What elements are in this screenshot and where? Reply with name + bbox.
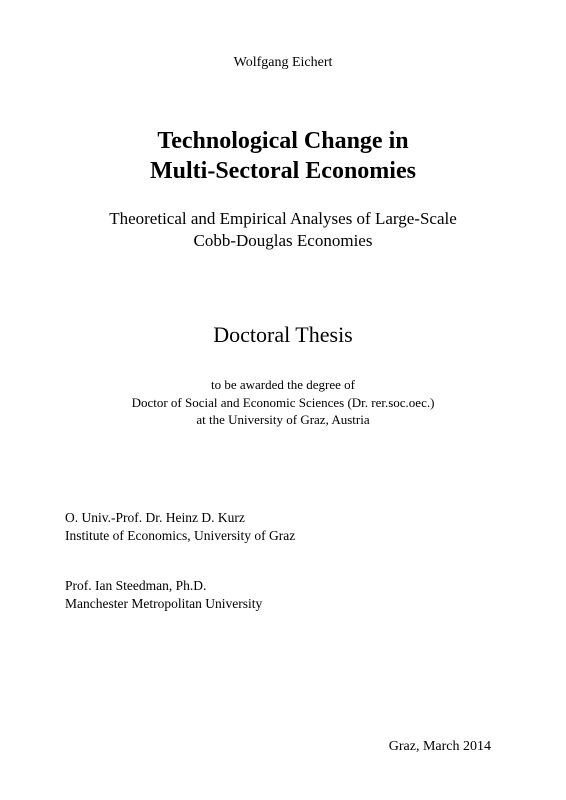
advisor-1: O. Univ.-Prof. Dr. Heinz D. Kurz Institu…	[65, 509, 501, 545]
subtitle: Theoretical and Empirical Analyses of La…	[65, 208, 501, 252]
title-line-2: Multi-Sectoral Economies	[65, 156, 501, 186]
advisor-2-affiliation: Manchester Metropolitan University	[65, 595, 501, 613]
degree-line-2: Doctor of Social and Economic Sciences (…	[65, 394, 501, 412]
thesis-label: Doctoral Thesis	[65, 322, 501, 348]
degree-line-1: to be awarded the degree of	[65, 376, 501, 394]
subtitle-line-2: Cobb-Douglas Economies	[65, 230, 501, 252]
title-line-1: Technological Change in	[65, 126, 501, 156]
degree-line-3: at the University of Graz, Austria	[65, 411, 501, 429]
degree-info: to be awarded the degree of Doctor of So…	[65, 376, 501, 429]
author-name: Wolfgang Eichert	[65, 55, 501, 71]
location-date: Graz, March 2014	[389, 739, 491, 755]
main-title: Technological Change in Multi-Sectoral E…	[65, 126, 501, 186]
advisor-2: Prof. Ian Steedman, Ph.D. Manchester Met…	[65, 577, 501, 613]
advisor-1-affiliation: Institute of Economics, University of Gr…	[65, 527, 501, 545]
advisor-2-name: Prof. Ian Steedman, Ph.D.	[65, 577, 501, 595]
advisor-1-name: O. Univ.-Prof. Dr. Heinz D. Kurz	[65, 509, 501, 527]
subtitle-line-1: Theoretical and Empirical Analyses of La…	[65, 208, 501, 230]
